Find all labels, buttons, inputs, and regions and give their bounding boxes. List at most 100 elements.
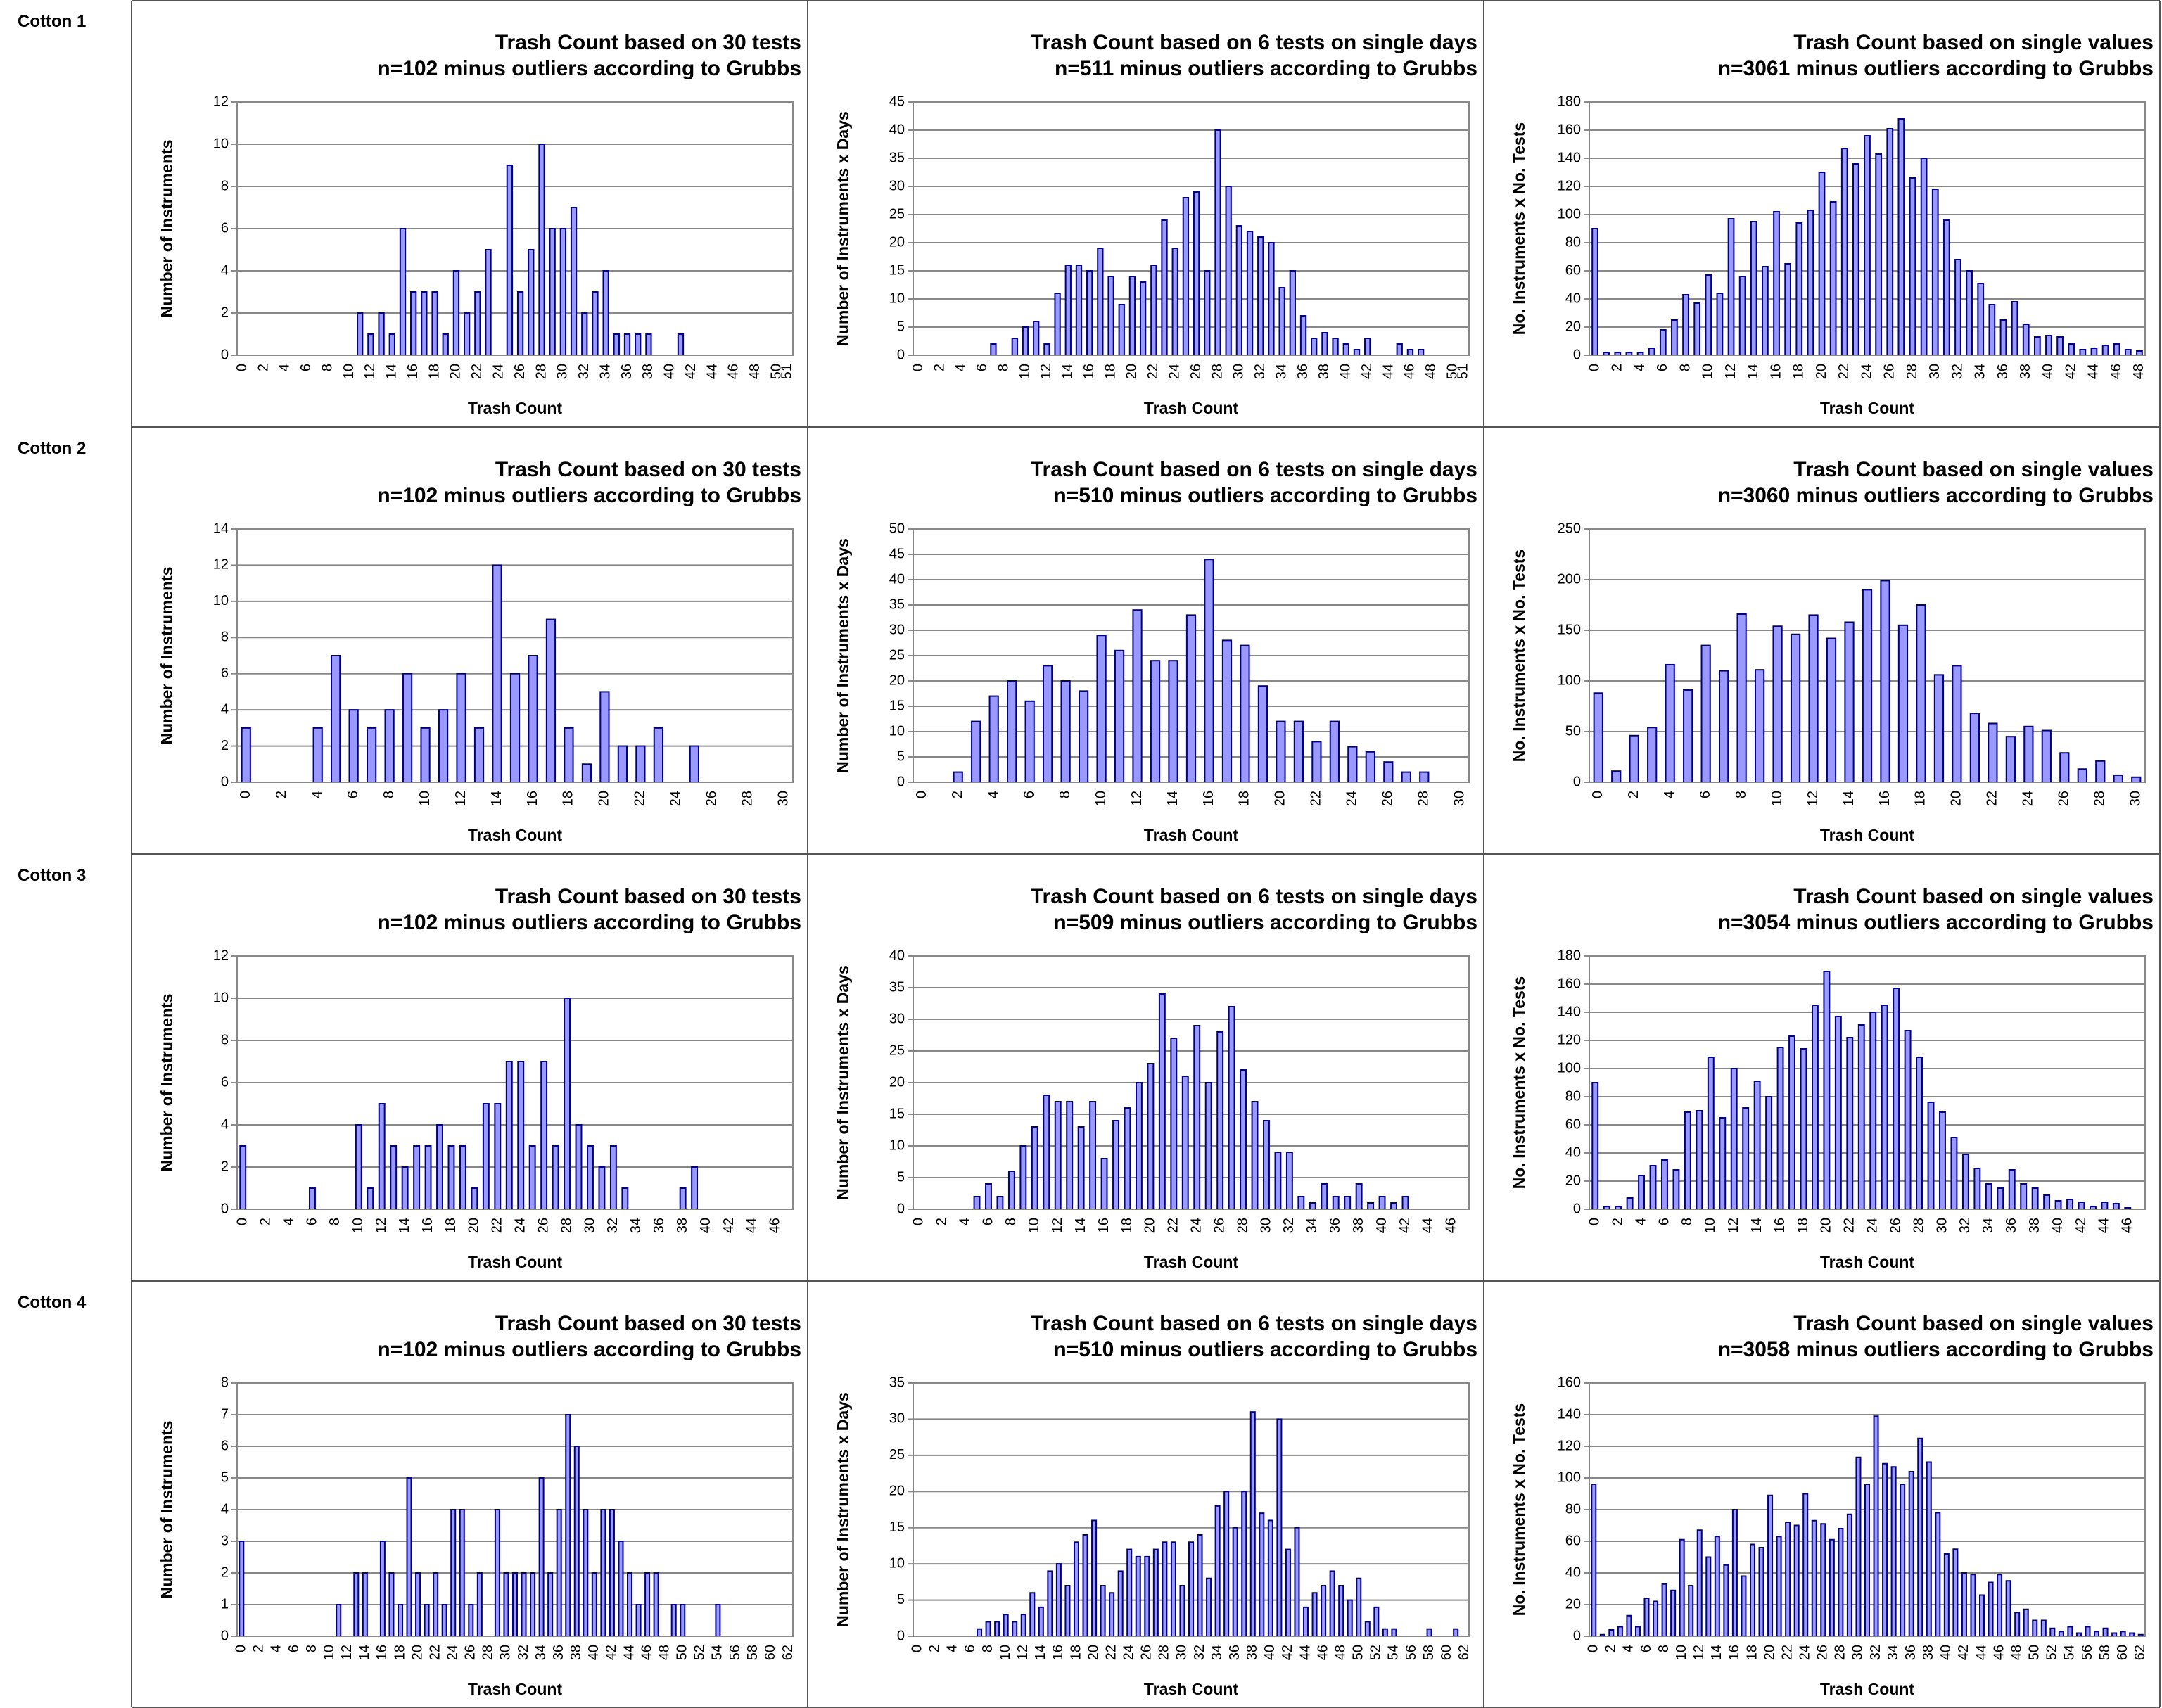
x-axis-label: Trash Count (1820, 1253, 1915, 1271)
x-axis-label: Trash Count (1820, 826, 1915, 844)
bar (2095, 760, 2106, 784)
bar (1162, 1541, 1168, 1637)
bar (613, 333, 620, 356)
bar (421, 291, 428, 356)
y-tick-label: 35 (889, 597, 905, 612)
bar (1844, 621, 1855, 783)
bar (1869, 1012, 1877, 1210)
bar (1311, 338, 1318, 356)
x-tick-label: 22 (632, 791, 648, 806)
x-tick-label: 36 (2004, 1218, 2019, 1233)
bar (1373, 1606, 1380, 1638)
bar (452, 270, 460, 356)
bar (312, 727, 323, 784)
bar (1970, 1574, 1976, 1637)
bar (1276, 1418, 1283, 1638)
bar (1117, 1570, 1124, 1637)
x-tick-label: 12 (339, 1645, 355, 1660)
x-tick-label: 4 (945, 1645, 960, 1652)
x-tick-label: 10 (1026, 1218, 1042, 1233)
chart-subtitle: n=102 minus outliers according to Grubbs (377, 1338, 801, 1361)
x-tick-label: 12 (1129, 791, 1145, 806)
bar (1659, 329, 1667, 356)
bar (415, 1572, 421, 1637)
bar (1629, 734, 1639, 784)
y-tick-label: 120 (1558, 1438, 1581, 1453)
x-tick-label: 6 (345, 791, 361, 798)
cell-borders (131, 0, 2161, 1708)
bar (1299, 315, 1307, 356)
bar (691, 1166, 699, 1210)
y-tick-label: 20 (889, 1484, 905, 1499)
chart-subtitle: n=102 minus outliers according to Grubbs (377, 484, 801, 507)
y-tick-label: 100 (1558, 1470, 1581, 1485)
y-tick-label: 30 (889, 178, 905, 193)
y-tick-label: 0 (897, 347, 905, 362)
x-tick-label: 46 (2120, 1218, 2135, 1233)
x-tick-label: 40 (2050, 1218, 2066, 1233)
x-tick-label: 2 (1610, 1218, 1625, 1225)
bar (581, 312, 588, 356)
x-tick-label: 8 (1656, 1645, 1672, 1652)
bar (1591, 1484, 1597, 1637)
x-tick-label: 30 (555, 364, 571, 379)
x-tick-label: 8 (980, 1645, 996, 1652)
bar (2079, 349, 2087, 356)
y-tick-label: 0 (221, 1628, 229, 1643)
y-tick-label: 140 (1558, 150, 1581, 165)
bar (1214, 1505, 1221, 1638)
x-tick-label: 44 (1297, 1645, 1313, 1660)
x-tick-label: 46 (2109, 364, 2124, 379)
bar (2059, 752, 2070, 783)
bar (1762, 266, 1769, 356)
x-tick-label: 14 (1033, 1645, 1048, 1660)
bar (2056, 336, 2064, 356)
bar (401, 1166, 409, 1210)
x-tick-label: 2 (255, 364, 271, 371)
x-tick-label: 30 (1174, 1645, 1190, 1660)
x-tick-label: 48 (747, 364, 763, 379)
bar (2020, 1183, 2028, 1210)
bar (1997, 1574, 2003, 1637)
bar (565, 1414, 571, 1637)
y-tick-label: 160 (1558, 976, 1581, 991)
bar (1124, 1107, 1131, 1210)
x-tick-label: 4 (1633, 1218, 1648, 1225)
y-tick-label: 3 (221, 1533, 229, 1548)
bar (1289, 270, 1296, 356)
bar (598, 1166, 606, 1210)
bar (1321, 332, 1328, 356)
x-tick-label: 34 (1273, 364, 1289, 379)
x-tick-label: 46 (768, 1218, 783, 1233)
x-tick-label: 32 (1868, 1645, 1883, 1660)
bar (635, 333, 642, 356)
y-tick-label: 10 (889, 1555, 905, 1571)
x-tick-label: 14 (397, 1218, 412, 1233)
bar (1961, 1154, 1969, 1210)
bar (528, 249, 535, 356)
bar (1235, 225, 1243, 356)
bar (2023, 725, 2034, 784)
x-tick-label: 34 (1973, 364, 1988, 379)
x-tick-label: 36 (551, 1645, 566, 1660)
y-tick-label: 0 (897, 1628, 905, 1643)
x-tick-label: 48 (2009, 1645, 2024, 1660)
bar (1643, 1598, 1650, 1637)
bar (367, 727, 377, 784)
x-tick-label: 26 (1188, 364, 1204, 379)
bar (1829, 201, 1837, 356)
x-tick-label: 14 (1060, 364, 1076, 379)
bar (1193, 191, 1200, 356)
bar (990, 343, 997, 356)
x-tick-label: 32 (1192, 1645, 1207, 1660)
bar (1626, 1197, 1634, 1210)
bar (1054, 1101, 1062, 1210)
y-tick-label: 6 (221, 220, 229, 236)
bar (1228, 1006, 1235, 1210)
y-tick-label: 20 (1565, 319, 1581, 334)
bar (509, 673, 521, 784)
bar (1453, 1628, 1459, 1638)
y-axis-label: No. Instruments x No. Tests (1510, 1403, 1528, 1616)
y-tick-label: 8 (221, 1375, 229, 1390)
chart: Trash Count based on 30 tests n=102 minus… (158, 1312, 801, 1698)
